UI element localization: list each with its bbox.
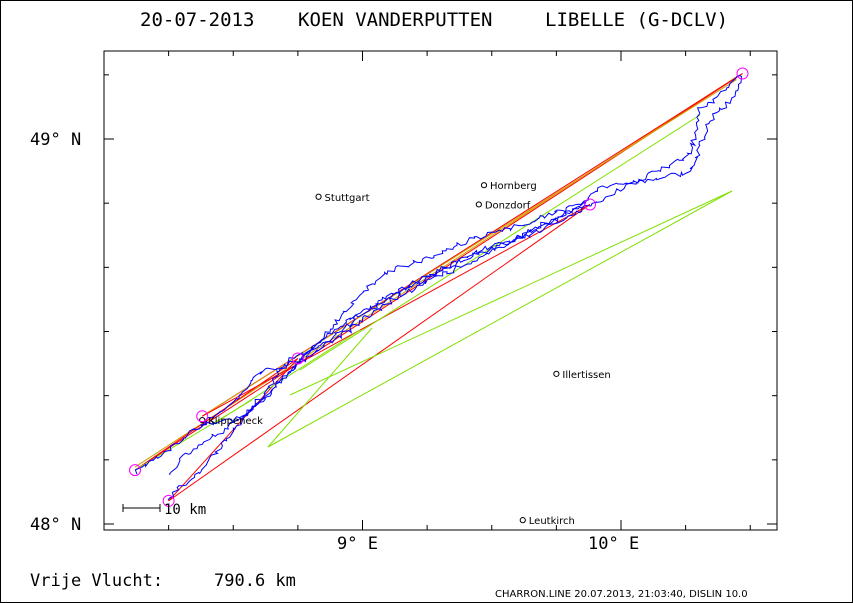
place-label: Leutkirch (529, 516, 575, 527)
place-label: Illertissen (562, 370, 610, 381)
footer-credit: CHARRON.LINE 20.07.2013, 21:03:40, DISLI… (495, 589, 748, 600)
leg-red (201, 204, 591, 417)
leg-orange (201, 79, 737, 417)
place-markers: Stuttgart Hornberg Donzdorf Illertissen Klip… (199, 181, 611, 527)
lon-label-10: 10° E (588, 534, 639, 554)
place-label: Klippeneck (208, 416, 263, 427)
turnpoint-markers (129, 67, 749, 507)
turnpoint-icon (736, 67, 749, 80)
scale-bar-label: 10 km (164, 502, 206, 518)
place-marker-icon (553, 370, 560, 377)
leg-red (168, 204, 591, 502)
header-glider: LIBELLE (G-DCLV) (545, 9, 728, 31)
place-leutkirch: Leutkirch (519, 516, 575, 527)
place-marker-icon (519, 517, 526, 524)
place-marker-icon (480, 182, 488, 189)
turnpoint-icon (291, 352, 304, 365)
flight-track-secondary (169, 198, 590, 476)
place-donzdorf: Donzdorf (475, 200, 531, 211)
place-label: Hornberg (490, 181, 537, 192)
leg-green (267, 327, 373, 448)
leg-green (267, 190, 733, 448)
plot-area (103, 50, 778, 531)
turnpoint-icon (196, 410, 209, 423)
place-label: Stuttgart (325, 193, 370, 204)
axis-ticks (104, 51, 777, 530)
leg-green (289, 190, 733, 396)
turnpoint-icon (129, 464, 142, 477)
summary-distance: 790.6 km (214, 571, 296, 591)
task-legs (134, 73, 743, 502)
place-marker-icon (475, 201, 482, 208)
place-marker-icon (315, 193, 322, 200)
summary-label: Vrije Vlucht: (30, 571, 163, 591)
place-marker-icon (199, 416, 206, 424)
turnpoint-icon (162, 494, 175, 507)
lat-label-48: 48° N (30, 515, 81, 535)
scale-bar: 10 km (122, 502, 206, 518)
place-stuttgart: Stuttgart (315, 193, 370, 204)
place-hornberg: Hornberg (480, 181, 537, 192)
header-date: 20-07-2013 (140, 9, 254, 31)
turnpoint-icon (583, 198, 596, 211)
lon-label-9: 9° E (337, 534, 378, 554)
lat-label-49: 49° N (30, 130, 81, 150)
place-illertissen: Illertissen (553, 370, 611, 381)
flight-track (134, 74, 743, 501)
header-pilot: KOEN VANDERPUTTEN (298, 9, 492, 31)
place-klippeneck: Klippeneck (199, 416, 263, 427)
place-label: Donzdorf (485, 200, 531, 211)
